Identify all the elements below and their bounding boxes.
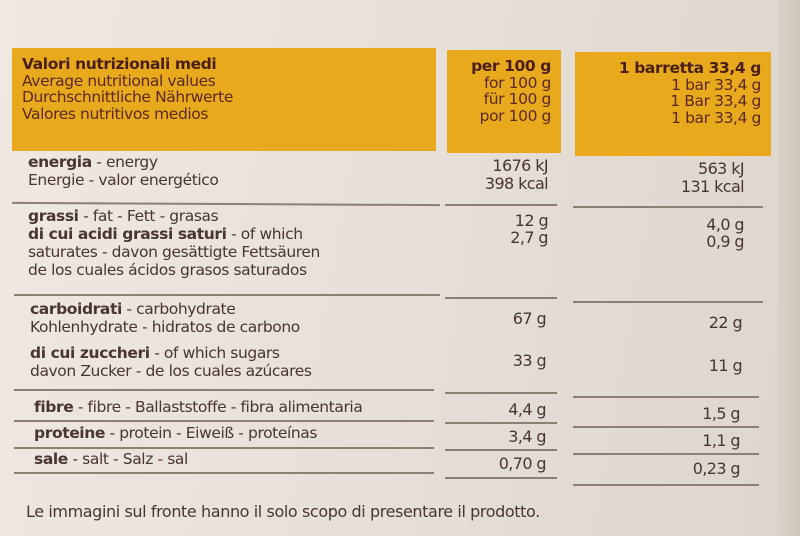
protein-per-100g: 3,4 g	[508, 427, 546, 446]
divider	[573, 484, 759, 486]
fat-per-bar: 4,0 g	[706, 215, 744, 234]
divider	[14, 472, 434, 474]
fat-label: grassi - fat - Fett - grasas	[28, 207, 219, 225]
carbohydrate-per-bar: 22 g	[708, 313, 743, 332]
divider	[445, 449, 557, 451]
protein-label: proteine - protein - Eiweiß - proteínas	[34, 424, 318, 442]
divider	[573, 426, 759, 428]
divider	[14, 294, 440, 296]
divider	[14, 447, 434, 449]
divider	[14, 389, 434, 391]
saturates-label: di cui acidi grassi saturi - of which sat…	[28, 225, 320, 279]
footer-note: Le immagini sul fronte hanno il solo sco…	[26, 502, 540, 521]
divider	[14, 420, 434, 422]
energy-per-bar: 563 kJ 131 kcal	[680, 159, 745, 196]
carbohydrate-per-100g: 67 g	[512, 309, 547, 328]
divider	[573, 206, 763, 208]
sugars-label: di cui zuccheri - of which sugars davon Z…	[30, 344, 312, 380]
fat-per-100g: 12 g	[514, 211, 549, 230]
salt-per-bar: 0,23 g	[692, 459, 741, 478]
saturates-per-100g: 2,7 g	[510, 228, 548, 247]
divider	[573, 396, 759, 398]
fibre-per-bar: 1,5 g	[702, 404, 740, 423]
divider	[573, 453, 759, 455]
divider	[445, 297, 557, 299]
energy-label: energia - energy Energie - valor energéti…	[28, 153, 219, 189]
package-edge	[778, 0, 800, 536]
sugars-per-100g: 33 g	[512, 351, 547, 370]
header-label: Valori nutrizionali medi Average nutriti…	[12, 48, 436, 151]
protein-per-bar: 1,1 g	[702, 431, 740, 450]
divider	[445, 422, 557, 424]
salt-per-100g: 0,70 g	[498, 454, 547, 473]
fibre-label: fibre - fibre - Ballaststoffe - fibra al…	[34, 398, 363, 416]
divider	[11, 201, 441, 207]
carbohydrate-label: carboidrati - carbohydrate Kohlenhydrate …	[30, 300, 300, 336]
salt-label: sale - salt - Salz - sal	[34, 450, 188, 468]
sugars-per-bar: 11 g	[708, 356, 743, 375]
divider	[445, 204, 557, 206]
divider	[573, 301, 763, 303]
divider	[445, 477, 557, 479]
divider	[445, 392, 557, 394]
energy-per-100g: 1676 kJ 398 kcal	[484, 156, 549, 193]
header-per-bar: 1 barretta 33,4 g 1 bar 33,4 g 1 Bar 33,…	[575, 52, 771, 156]
saturates-per-bar: 0,9 g	[706, 232, 744, 251]
fibre-per-100g: 4,4 g	[508, 400, 546, 419]
header-per-100g: per 100 g for 100 g für 100 g por 100 g	[447, 50, 561, 153]
